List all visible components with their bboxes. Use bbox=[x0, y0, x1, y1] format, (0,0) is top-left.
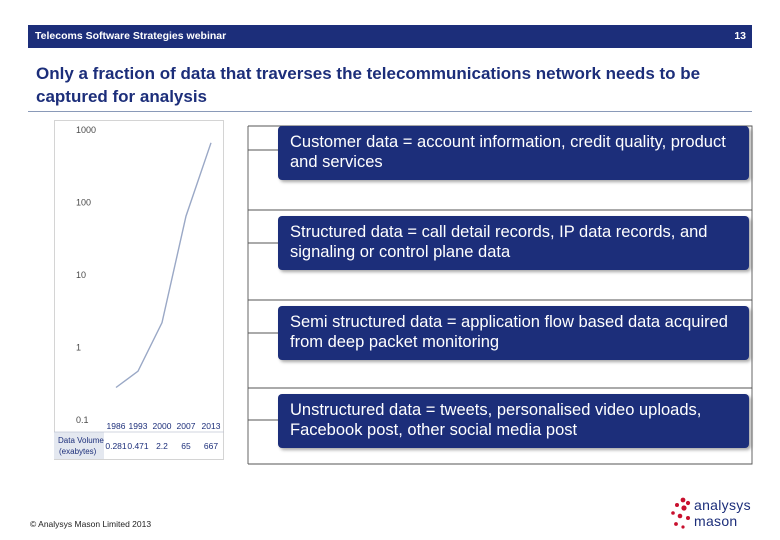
table-row-label-line2: (exabytes) bbox=[59, 447, 97, 456]
logo-text-line2: mason bbox=[694, 513, 738, 529]
x-tick-label-3: 2007 bbox=[177, 421, 196, 431]
analysys-mason-logo: analysys mason bbox=[664, 494, 756, 534]
series-line bbox=[115, 142, 212, 389]
x-tick-label-4: 2013 bbox=[202, 421, 221, 431]
header-title: Telecoms Software Strategies webinar bbox=[35, 30, 227, 42]
table-value-4: 667 bbox=[204, 441, 218, 451]
logo-text-line1: analysys bbox=[694, 497, 751, 513]
logo-dots-icon bbox=[671, 497, 691, 529]
x-tick-label-1: 1993 bbox=[129, 421, 148, 431]
x-tick-label-2: 2000 bbox=[153, 421, 172, 431]
slide-title: Only a fraction of data that traverses t… bbox=[36, 64, 701, 106]
page-number: 13 bbox=[734, 30, 746, 42]
y-tick-label-0: 1000 bbox=[76, 125, 96, 135]
table-value-0: 0.281 bbox=[105, 441, 127, 451]
table-value-3: 65 bbox=[181, 441, 191, 451]
header-bar: Telecoms Software Strategies webinar 13 bbox=[28, 25, 752, 48]
title-divider bbox=[28, 111, 752, 112]
y-tick-label-3: 1 bbox=[76, 343, 81, 353]
y-tick-label-4: 0.1 bbox=[76, 415, 89, 425]
y-tick-label-2: 10 bbox=[76, 270, 86, 280]
x-tick-label-0: 1986 bbox=[107, 421, 126, 431]
callout-unstructured-data: Unstructured data = tweets, personalised… bbox=[278, 394, 749, 448]
table-row-label-line1: Data Volume bbox=[58, 436, 104, 445]
table-row-label-cell bbox=[54, 432, 104, 459]
chart-frame bbox=[54, 120, 224, 460]
callout-semi-structured-data: Semi structured data = application flow … bbox=[278, 306, 749, 360]
y-tick-label-1: 100 bbox=[76, 198, 91, 208]
table-value-1: 0.471 bbox=[127, 441, 149, 451]
callout-customer-data: Customer data = account information, cre… bbox=[278, 126, 749, 180]
data-volume-chart: 1000 100 10 1 0.1 Data Volume (exabytes) 198… bbox=[54, 125, 224, 459]
footer-copyright: © Analysys Mason Limited 2013 bbox=[30, 519, 152, 529]
table-value-2: 2.2 bbox=[156, 441, 168, 451]
callout-structured-data: Structured data = call detail records, I… bbox=[278, 216, 749, 270]
